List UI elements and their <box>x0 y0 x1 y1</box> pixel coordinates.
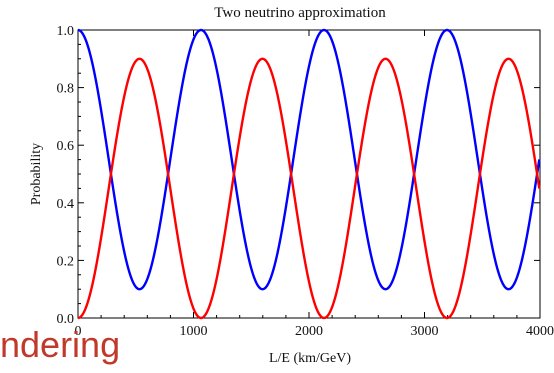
chart-title: Two neutrino approximation <box>214 5 386 21</box>
x-tick-label: 1000 <box>180 324 208 339</box>
y-tick-label: 0.6 <box>57 139 75 154</box>
plot-frame <box>77 29 541 319</box>
y-tick-label: 0.4 <box>57 197 75 212</box>
y-tick-label: 1.0 <box>57 24 75 39</box>
plot-area: 0 1000 2000 3000 4000 0.0 0.2 0.4 0.6 0.8 1.0 <box>57 24 554 339</box>
x-tick-label: 3000 <box>411 324 439 339</box>
series-red-line <box>77 57 541 320</box>
y-tick-label: 0.2 <box>57 254 75 269</box>
x-tick-label: 4000 <box>526 324 554 339</box>
x-tick-label: 0 <box>75 324 82 339</box>
x-axis-label: L/E (km/GeV) <box>269 351 351 366</box>
y-tick-label: 0.0 <box>57 312 75 327</box>
partial-overlay-text: ndering <box>0 324 121 365</box>
y-tick-label: 0.8 <box>57 82 75 97</box>
x-tick-label: 2000 <box>295 324 323 339</box>
series-blue-line <box>77 28 541 291</box>
y-axis-label: Probability <box>29 143 44 205</box>
